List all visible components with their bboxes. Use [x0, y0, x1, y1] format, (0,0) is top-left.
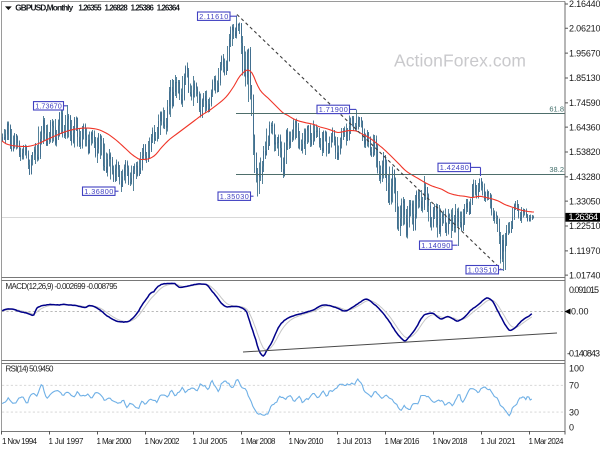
svg-text:1 Jul 1997: 1 Jul 1997 — [49, 437, 85, 446]
svg-text:1 Nov 2010: 1 Nov 2010 — [289, 437, 325, 446]
svg-text:1 Mar 2024: 1 Mar 2024 — [529, 437, 565, 446]
svg-text:2.11610: 2.11610 — [199, 12, 228, 21]
svg-text:1.36800: 1.36800 — [84, 187, 113, 196]
svg-text:GBPUSD,Monthly: GBPUSD,Monthly — [15, 3, 73, 13]
svg-text:1 Mar 2000: 1 Mar 2000 — [97, 437, 133, 446]
svg-text:1.22510: 1.22510 — [569, 221, 600, 231]
svg-text:1.26828: 1.26828 — [105, 4, 129, 13]
svg-text:2.16440: 2.16440 — [569, 0, 600, 9]
svg-text:1.71900: 1.71900 — [319, 105, 348, 114]
svg-text:1.53820: 1.53820 — [569, 147, 600, 157]
svg-text:1.42480: 1.42480 — [440, 163, 469, 172]
svg-text:1.43280: 1.43280 — [569, 172, 600, 182]
svg-text:61.8: 61.8 — [549, 104, 564, 113]
svg-text:2.06210: 2.06210 — [569, 23, 600, 33]
svg-text:0.00: 0.00 — [571, 307, 589, 317]
svg-text:1 Nov 2002: 1 Nov 2002 — [145, 437, 181, 446]
svg-text:1.95670: 1.95670 — [569, 48, 600, 58]
svg-text:1.64360: 1.64360 — [569, 122, 600, 132]
svg-text:0: 0 — [569, 422, 574, 432]
svg-text:MACD(12,26,9) -0.002699 -0.008: MACD(12,26,9) -0.002699 -0.008795 — [6, 282, 119, 291]
svg-text:30: 30 — [569, 407, 579, 417]
svg-text:1.74590: 1.74590 — [569, 98, 600, 108]
svg-text:100: 100 — [569, 364, 584, 374]
svg-text:0.091015: 0.091015 — [569, 285, 599, 295]
svg-text:1.35030: 1.35030 — [220, 192, 249, 201]
svg-text:RSI(14) 50.9450: RSI(14) 50.9450 — [6, 365, 55, 374]
svg-text:1.33050: 1.33050 — [569, 196, 600, 206]
svg-text:1 Nov 2018: 1 Nov 2018 — [433, 437, 469, 446]
svg-text:1.11970: 1.11970 — [569, 246, 600, 256]
svg-text:1.01740: 1.01740 — [569, 270, 600, 280]
svg-text:70: 70 — [569, 381, 579, 391]
svg-text:1.14090: 1.14090 — [421, 241, 450, 250]
svg-text:1 Jul 2013: 1 Jul 2013 — [337, 437, 373, 446]
svg-text:1 Jul 2021: 1 Jul 2021 — [481, 437, 517, 446]
svg-text:1.85130: 1.85130 — [569, 73, 600, 83]
svg-text:1.26355: 1.26355 — [78, 4, 102, 13]
svg-text:1.03510: 1.03510 — [468, 266, 497, 275]
svg-text:1.26364: 1.26364 — [569, 212, 599, 222]
svg-text:1 Jul 2005: 1 Jul 2005 — [193, 437, 229, 446]
svg-text:1 Mar 2016: 1 Mar 2016 — [385, 437, 421, 446]
svg-text:1.25386: 1.25386 — [131, 4, 155, 13]
svg-text:ActionForex.com: ActionForex.com — [394, 51, 526, 71]
svg-text:-0.140843: -0.140843 — [567, 349, 600, 359]
svg-text:1.26364: 1.26364 — [157, 4, 181, 13]
svg-text:38.2: 38.2 — [549, 165, 564, 174]
svg-text:1 Mar 2008: 1 Mar 2008 — [241, 437, 277, 446]
svg-text:1.73670: 1.73670 — [35, 102, 62, 111]
svg-text:1 Nov 1994: 1 Nov 1994 — [2, 437, 38, 446]
